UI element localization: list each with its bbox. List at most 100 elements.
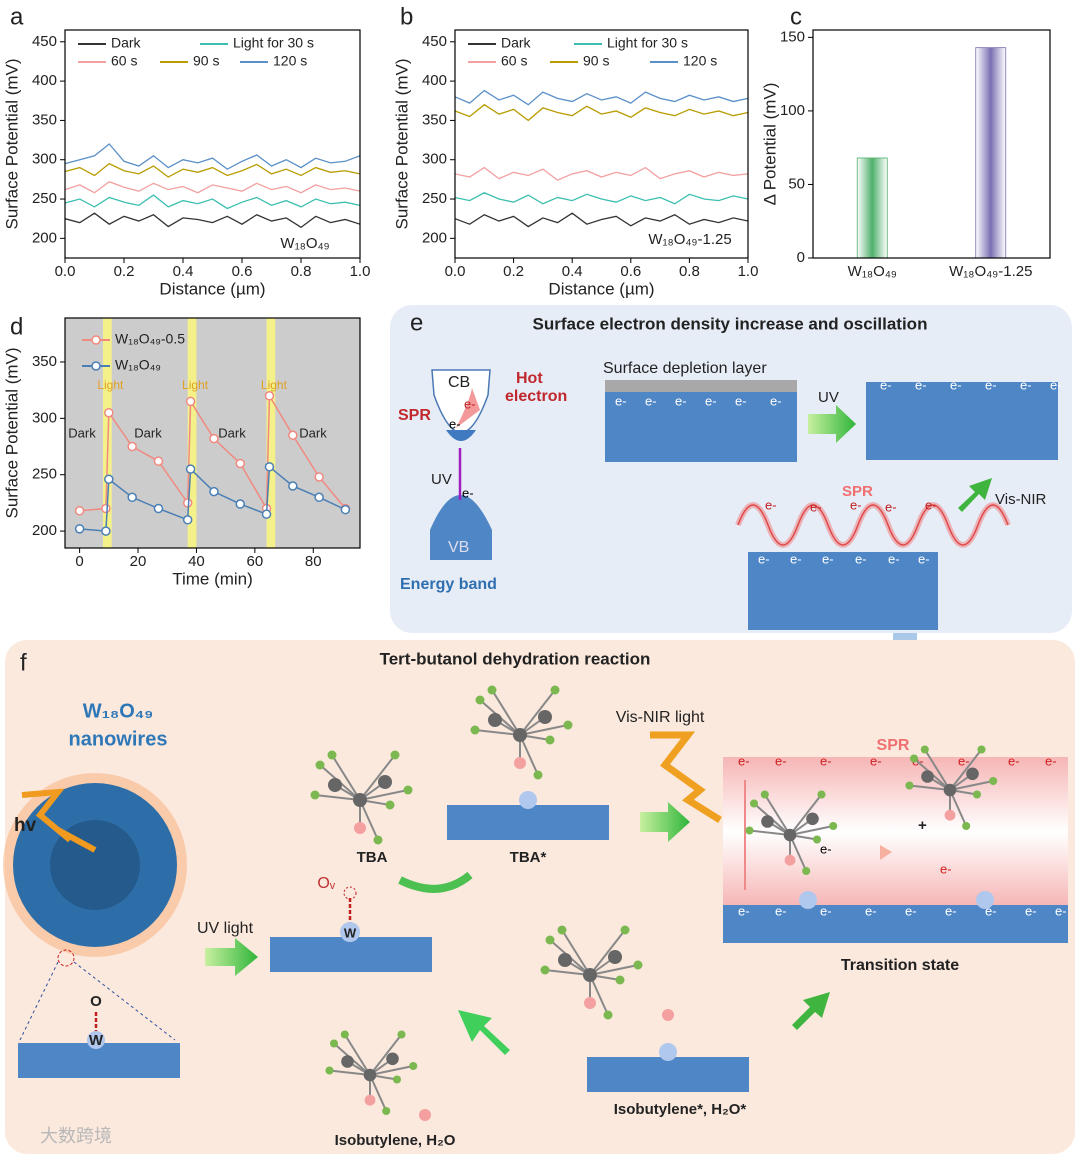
w-label: W xyxy=(344,925,357,940)
atom xyxy=(340,1030,349,1039)
bond xyxy=(561,929,591,976)
tba-ads-label: TBA* xyxy=(510,849,547,866)
marker xyxy=(209,486,219,497)
y-tick-label: 0 xyxy=(797,249,805,266)
atom xyxy=(519,791,537,809)
y-tick-label: 200 xyxy=(32,522,57,539)
line xyxy=(79,465,346,532)
legend-label: Dark xyxy=(111,35,142,51)
electron-label: e- xyxy=(735,393,747,408)
annotation: Dark xyxy=(299,425,327,440)
electron-label: e- xyxy=(865,903,877,918)
atom xyxy=(540,965,550,975)
y-tick-label: 250 xyxy=(32,190,57,207)
legend-label: W₁₈O₄₉ xyxy=(115,357,161,373)
atom xyxy=(513,728,527,742)
marker xyxy=(127,441,137,452)
panel-label: c xyxy=(790,3,802,30)
electron-label: e- xyxy=(758,551,770,566)
uv-label: UV xyxy=(818,389,839,406)
electron-label: e- xyxy=(1055,903,1067,918)
slab xyxy=(587,1057,749,1092)
electron-label: e- xyxy=(1050,377,1062,392)
slab xyxy=(270,937,432,972)
atom xyxy=(533,770,543,780)
bond xyxy=(923,748,951,791)
legend-label: Light for 30 s xyxy=(607,35,688,51)
y-tick-label: 350 xyxy=(422,111,447,128)
electron-label: e- xyxy=(462,485,474,500)
bond xyxy=(314,794,361,801)
marker xyxy=(261,509,272,519)
marker xyxy=(101,503,111,514)
plot-frame xyxy=(64,29,361,259)
arrow xyxy=(458,1010,510,1055)
slab xyxy=(447,805,609,840)
atom xyxy=(749,799,759,808)
watermark: 大数跨境 xyxy=(40,1126,112,1146)
y-tick-label: 300 xyxy=(422,151,447,168)
hot-label: electron xyxy=(505,388,567,405)
atom xyxy=(966,767,979,781)
bond xyxy=(519,689,556,736)
line xyxy=(64,162,361,178)
light-wave xyxy=(21,788,97,853)
panel-label: b xyxy=(400,3,413,30)
electron-label: e- xyxy=(950,377,962,392)
electron-label: e- xyxy=(905,903,917,918)
valence-band xyxy=(430,495,492,560)
electron-label: e- xyxy=(855,551,867,566)
electron-label: e- xyxy=(770,393,782,408)
electron-label: e- xyxy=(1020,377,1032,392)
line xyxy=(454,89,749,106)
annotation: Dark xyxy=(134,425,162,440)
x-tick-label: 0.0 xyxy=(445,263,466,280)
tba-label: TBA xyxy=(357,849,388,866)
transition-state-label: Transition state xyxy=(841,957,959,974)
bond xyxy=(789,825,834,836)
spr-label: SPR xyxy=(842,483,873,500)
x-tick-label: 0.4 xyxy=(173,263,194,280)
y-tick-label: 300 xyxy=(32,151,57,168)
y-tick-label: 300 xyxy=(32,409,57,426)
legend-marker xyxy=(91,335,101,345)
bond xyxy=(589,929,626,976)
bond xyxy=(331,754,361,801)
atom xyxy=(397,1030,406,1039)
electron-label: e- xyxy=(888,551,900,566)
x-tick-label: 0.4 xyxy=(562,263,583,280)
bond xyxy=(789,834,808,872)
electron-label: e- xyxy=(985,377,997,392)
electron-label: e- xyxy=(775,753,787,768)
electron-label: e- xyxy=(870,753,882,768)
arrow xyxy=(792,992,830,1030)
x-axis-label: Time (min) xyxy=(172,569,253,588)
hot-label: Hot xyxy=(516,370,543,387)
arrow xyxy=(205,938,258,976)
x-tick-label: 0.8 xyxy=(291,263,312,280)
atom xyxy=(920,745,929,754)
legend-label: 60 s xyxy=(111,53,137,69)
panel-label: a xyxy=(10,3,24,30)
atom xyxy=(341,1055,354,1068)
panel-title: Tert-butanol dehydration reaction xyxy=(380,649,651,668)
atom xyxy=(745,826,754,835)
legend-label: W₁₈O₄₉-0.5 xyxy=(115,331,185,347)
atom xyxy=(392,1075,402,1084)
legend-label: 90 s xyxy=(193,53,219,69)
atom xyxy=(310,790,320,800)
electron-label: e- xyxy=(615,393,627,408)
cb-label: CB xyxy=(448,374,470,391)
legend-label: Light for 30 s xyxy=(233,35,314,51)
atom xyxy=(608,950,622,964)
atom xyxy=(921,770,934,783)
atom xyxy=(327,750,337,760)
slab xyxy=(18,1043,180,1078)
electron-label: e- xyxy=(885,499,897,514)
atom xyxy=(989,776,998,786)
legend-label: 60 s xyxy=(501,53,527,69)
electron-label: e- xyxy=(925,497,937,512)
arrow xyxy=(808,405,856,443)
atom xyxy=(315,760,325,770)
atom xyxy=(977,745,986,754)
